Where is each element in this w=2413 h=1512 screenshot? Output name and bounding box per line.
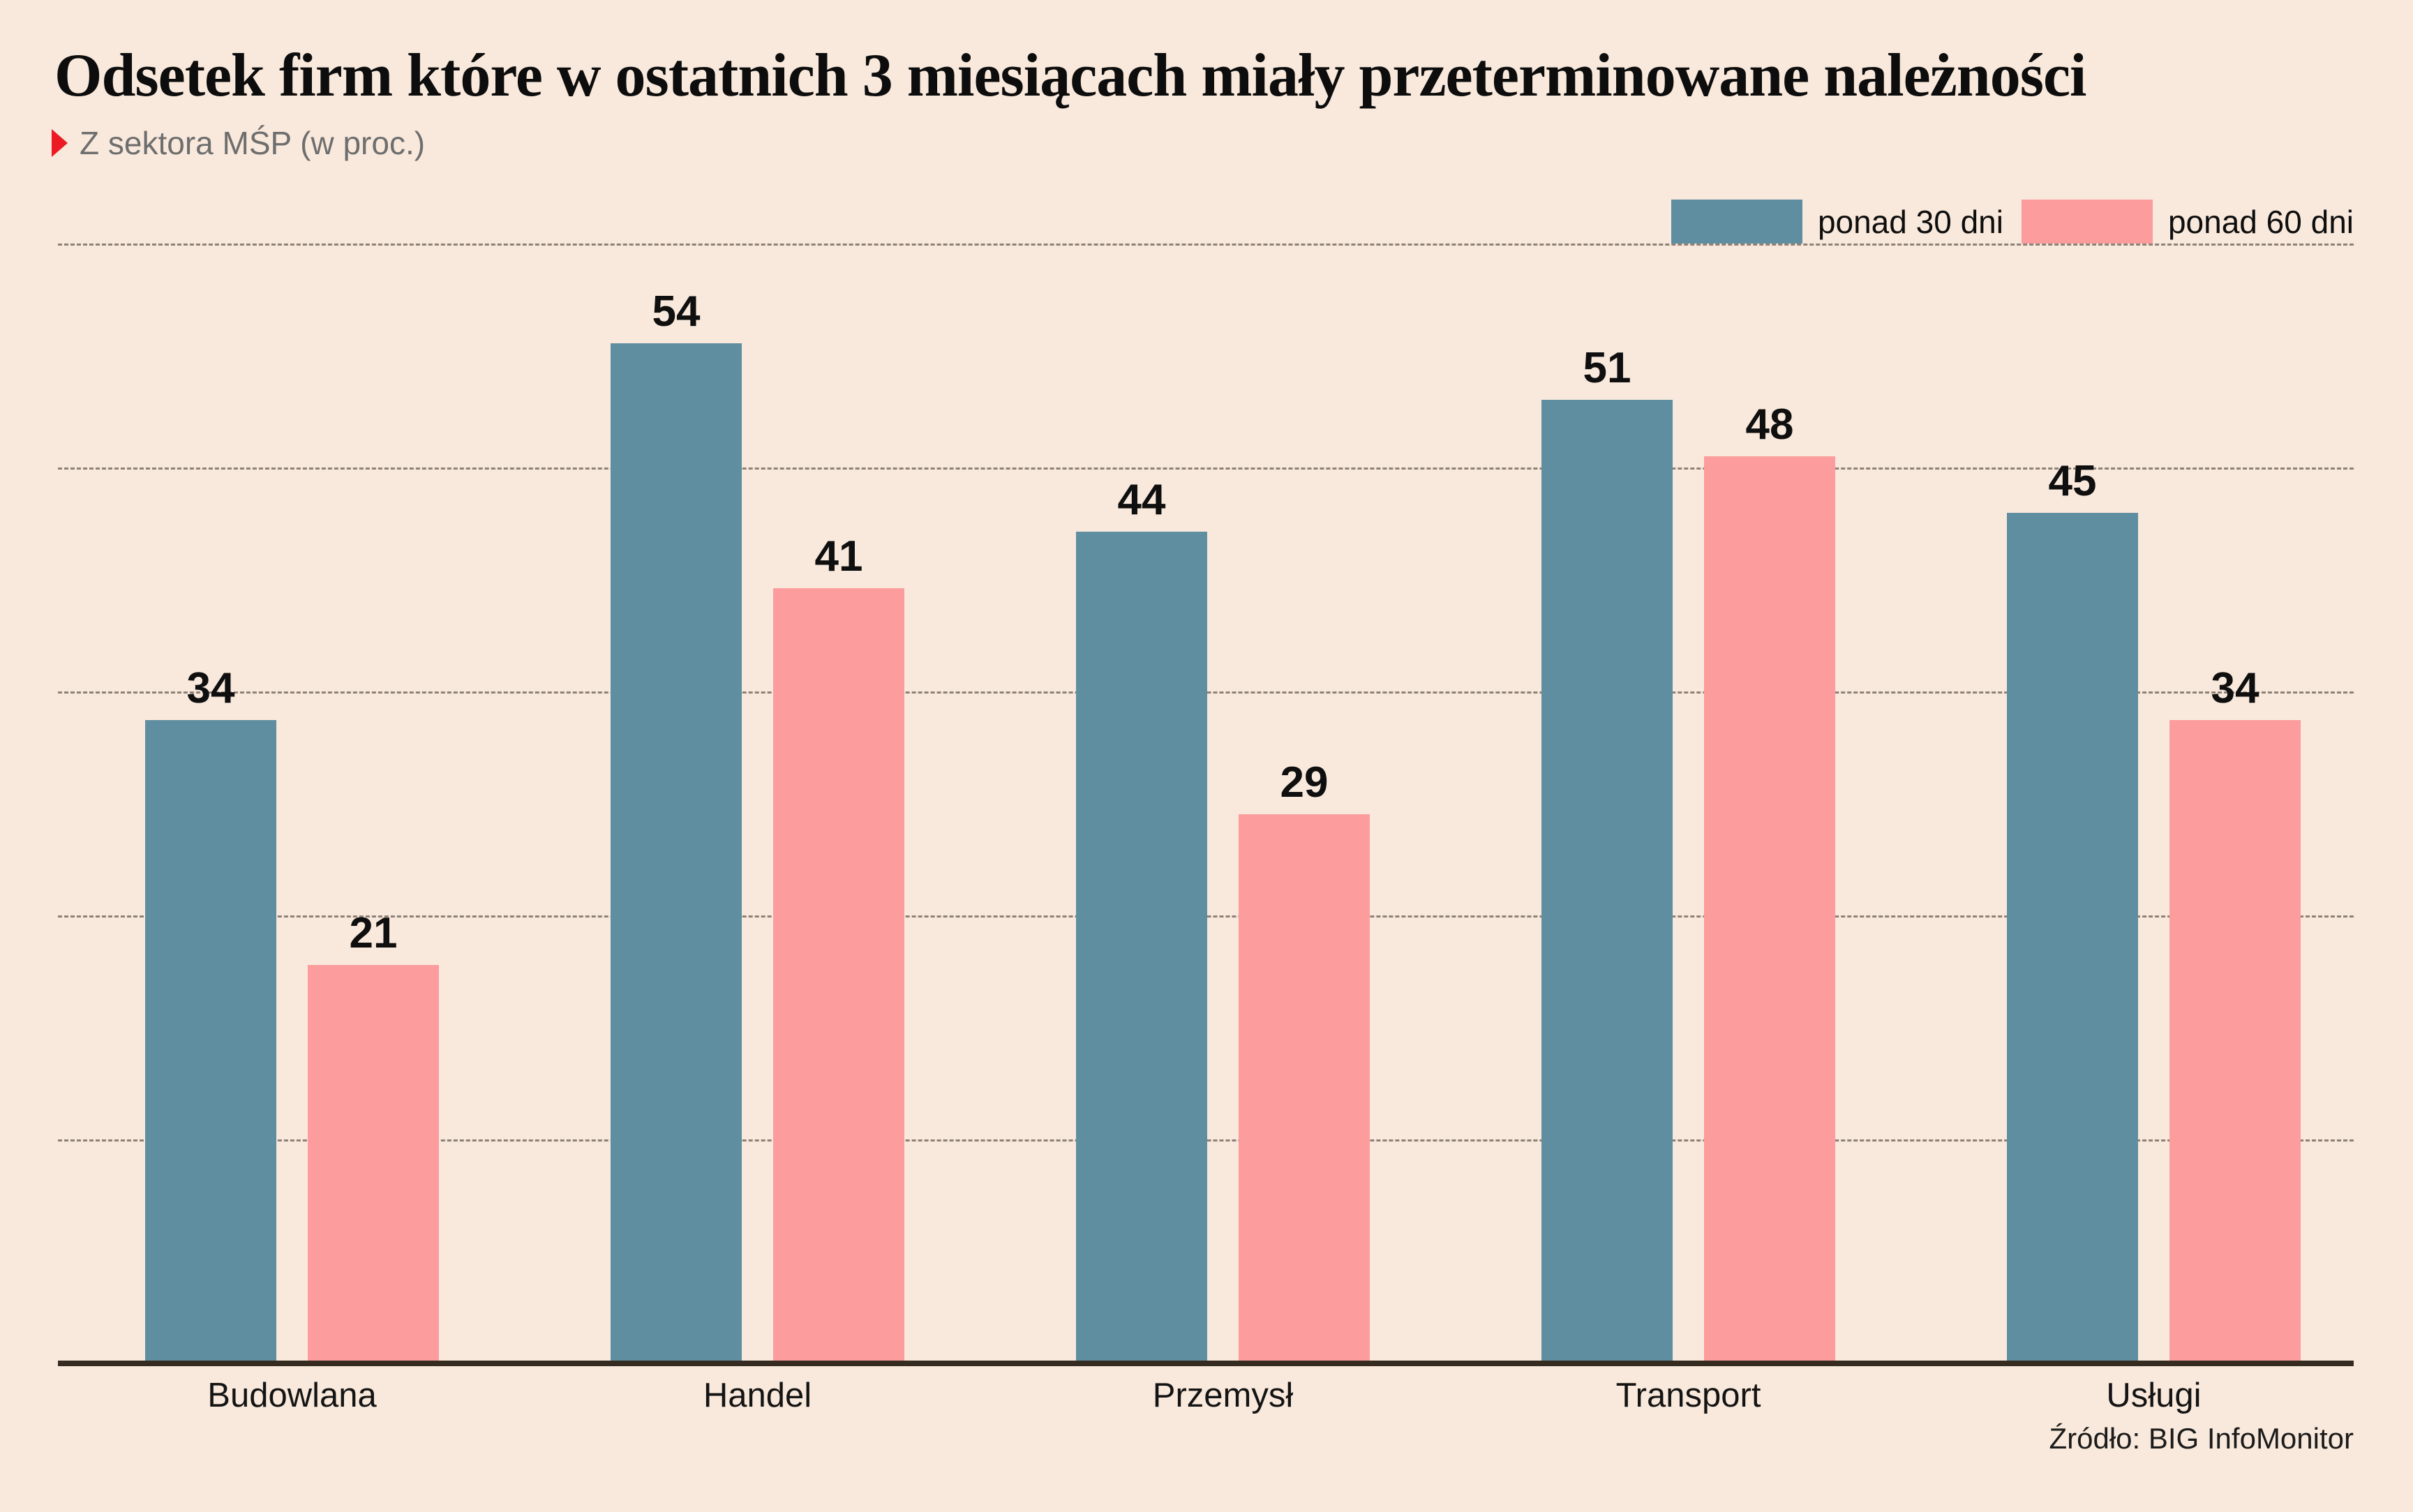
- legend-swatch-ponad-30-dni: [1671, 200, 1802, 244]
- bar-value-ponad-30-dni-przemys-: 44: [1117, 476, 1166, 524]
- gridline: [58, 244, 2354, 246]
- gridline: [58, 467, 2354, 470]
- bar-value-ponad-30-dni-budowlana: 34: [186, 664, 235, 712]
- category-label-budowlana: Budowlana: [207, 1377, 377, 1414]
- red-triangle-bullet-icon: [52, 129, 68, 158]
- legend-label-ponad-60-dni: ponad 60 dni: [2167, 203, 2354, 240]
- bar-value-ponad-60-dni-us-ugi: 34: [2211, 664, 2259, 712]
- bar-value-ponad-30-dni-handel: 54: [652, 287, 701, 336]
- bar-ponad-60-dni-budowlana: [308, 965, 439, 1361]
- category-label-transport: Transport: [1615, 1377, 1761, 1414]
- bar-ponad-60-dni-us-ugi: [2169, 720, 2301, 1361]
- chart-subtitle: Z sektora MŚP (w proc.): [52, 126, 425, 161]
- chart-subtitle-text: Z sektora MŚP (w proc.): [80, 125, 426, 161]
- bar-ponad-30-dni-budowlana: [145, 720, 276, 1361]
- chart-title: Odsetek firm które w ostatnich 3 miesiąc…: [54, 42, 2086, 110]
- legend-label-ponad-30-dni: ponad 30 dni: [1817, 203, 2003, 240]
- legend-swatch-ponad-60-dni: [2021, 200, 2153, 244]
- bar-value-ponad-60-dni-transport: 48: [1745, 401, 1794, 449]
- bar-value-ponad-60-dni-handel: 41: [814, 532, 863, 581]
- category-label-handel: Handel: [703, 1377, 812, 1414]
- bar-ponad-60-dni-transport: [1704, 456, 1835, 1361]
- bar-ponad-30-dni-przemys-: [1076, 532, 1207, 1361]
- bar-value-ponad-60-dni-budowlana: 21: [349, 909, 398, 957]
- bar-ponad-30-dni-us-ugi: [2007, 513, 2138, 1361]
- bar-value-ponad-30-dni-us-ugi: 45: [2048, 457, 2097, 505]
- bar-ponad-30-dni-handel: [611, 343, 742, 1361]
- legend: ponad 30 dni ponad 60 dni: [1671, 200, 2354, 244]
- bar-ponad-60-dni-przemys-: [1239, 814, 1370, 1361]
- bar-ponad-60-dni-handel: [773, 588, 904, 1361]
- category-label-przemys-: Przemysł: [1152, 1377, 1294, 1414]
- x-axis-line: [58, 1361, 2354, 1366]
- category-label-us-ugi: Usługi: [2106, 1377, 2202, 1414]
- bar-value-ponad-60-dni-przemys-: 29: [1280, 758, 1329, 807]
- source-credit: Źródło: BIG InfoMonitor: [2049, 1422, 2354, 1455]
- bar-ponad-30-dni-transport: [1541, 400, 1673, 1361]
- bar-value-ponad-30-dni-transport: 51: [1583, 344, 1631, 392]
